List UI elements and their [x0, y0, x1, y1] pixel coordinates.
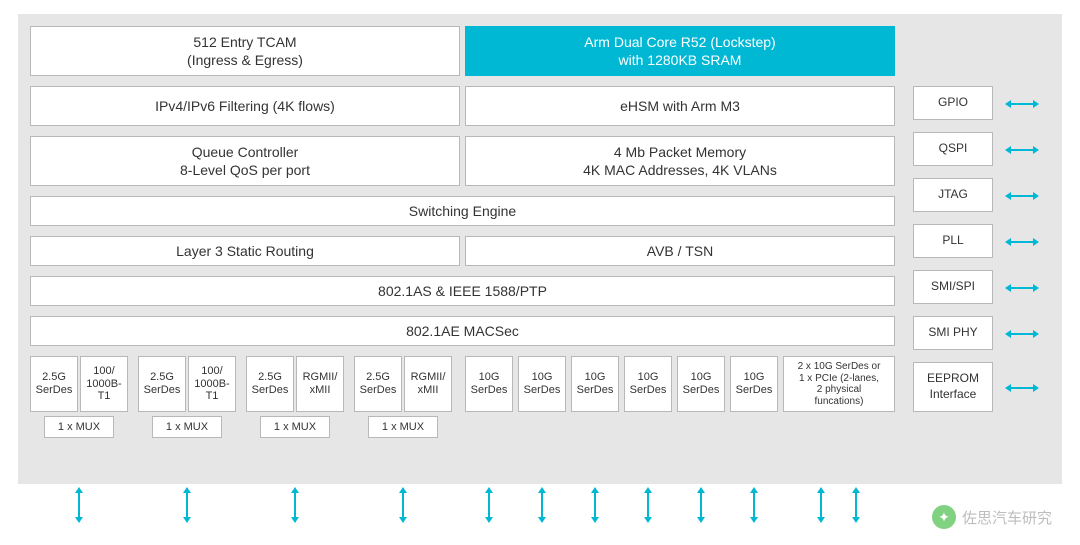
arrow-smiphy: [1010, 333, 1034, 335]
block-l3: Layer 3 Static Routing: [30, 236, 460, 266]
block-macsec: 802.1AE MACSec: [30, 316, 895, 346]
port-10: 10G SerDes: [730, 356, 778, 412]
qc-line1: Queue Controller: [192, 143, 299, 161]
ehsm-label: eHSM with Arm M3: [620, 97, 740, 115]
port-4a: 2.5G SerDes: [354, 356, 402, 412]
side-gpio: GPIO: [913, 86, 993, 120]
l3-label: Layer 3 Static Routing: [176, 242, 314, 260]
block-queue: Queue Controller 8-Level QoS per port: [30, 136, 460, 186]
port-4b: RGMII/ xMII: [404, 356, 452, 412]
tcam-line2: (Ingress & Egress): [187, 51, 303, 69]
block-tcam: 512 Entry TCAM (Ingress & Egress): [30, 26, 460, 76]
qc-line2: 8-Level QoS per port: [180, 161, 310, 179]
port-3b: RGMII/ xMII: [296, 356, 344, 412]
port-11: 2 x 10G SerDes or 1 x PCIe (2-lanes, 2 p…: [783, 356, 895, 412]
macsec-label: 802.1AE MACSec: [406, 322, 519, 340]
ptp-label: 802.1AS & IEEE 1588/PTP: [378, 282, 547, 300]
arrow-port-6: [541, 492, 543, 518]
arrow-port-5: [488, 492, 490, 518]
watermark: ✦ 佐思汽车研究: [932, 505, 1052, 529]
watermark-text: 佐思汽车研究: [962, 507, 1052, 528]
block-ptp: 802.1AS & IEEE 1588/PTP: [30, 276, 895, 306]
port-5: 10G SerDes: [465, 356, 513, 412]
port-2a: 2.5G SerDes: [138, 356, 186, 412]
avb-label: AVB / TSN: [647, 242, 713, 260]
arrow-jtag: [1010, 195, 1034, 197]
port-2b: 100/ 1000B- T1: [188, 356, 236, 412]
cpu-line1: Arm Dual Core R52 (Lockstep): [584, 33, 775, 51]
port-7: 10G SerDes: [571, 356, 619, 412]
port-1a: 2.5G SerDes: [30, 356, 78, 412]
block-ehsm: eHSM with Arm M3: [465, 86, 895, 126]
side-eeprom: EEPROM Interface: [913, 362, 993, 412]
arrow-port-7: [594, 492, 596, 518]
side-jtag: JTAG: [913, 178, 993, 212]
arrow-port-4: [402, 492, 404, 518]
mux-2: 1 x MUX: [152, 416, 222, 438]
port-3a: 2.5G SerDes: [246, 356, 294, 412]
arrow-port-8: [647, 492, 649, 518]
port-6: 10G SerDes: [518, 356, 566, 412]
mem-line1: 4 Mb Packet Memory: [614, 143, 746, 161]
block-mem: 4 Mb Packet Memory 4K MAC Addresses, 4K …: [465, 136, 895, 186]
port-1b: 100/ 1000B- T1: [80, 356, 128, 412]
side-qspi: QSPI: [913, 132, 993, 166]
arrow-port-2: [186, 492, 188, 518]
arrow-port-9: [700, 492, 702, 518]
port-9: 10G SerDes: [677, 356, 725, 412]
block-cpu: Arm Dual Core R52 (Lockstep) with 1280KB…: [465, 26, 895, 76]
arrow-pll: [1010, 241, 1034, 243]
switching-label: Switching Engine: [409, 202, 516, 220]
block-switching: Switching Engine: [30, 196, 895, 226]
arrow-port-3: [294, 492, 296, 518]
wechat-icon: ✦: [932, 505, 956, 529]
arrow-port-10: [753, 492, 755, 518]
arrow-qspi: [1010, 149, 1034, 151]
cpu-line2: with 1280KB SRAM: [619, 51, 742, 69]
arrow-smispi: [1010, 287, 1034, 289]
arrow-port-11b: [855, 492, 857, 518]
arrow-port-11a: [820, 492, 822, 518]
diagram-outer: 512 Entry TCAM (Ingress & Egress) Arm Du…: [18, 14, 1062, 484]
mux-1: 1 x MUX: [44, 416, 114, 438]
arrow-eeprom: [1010, 387, 1034, 389]
tcam-line1: 512 Entry TCAM: [193, 33, 296, 51]
arrow-gpio: [1010, 103, 1034, 105]
side-smispi: SMI/SPI: [913, 270, 993, 304]
block-avb: AVB / TSN: [465, 236, 895, 266]
side-pll: PLL: [913, 224, 993, 258]
block-filter: IPv4/IPv6 Filtering (4K flows): [30, 86, 460, 126]
port-8: 10G SerDes: [624, 356, 672, 412]
arrow-port-1: [78, 492, 80, 518]
side-smiphy: SMI PHY: [913, 316, 993, 350]
mux-3: 1 x MUX: [260, 416, 330, 438]
mux-4: 1 x MUX: [368, 416, 438, 438]
filter-label: IPv4/IPv6 Filtering (4K flows): [155, 97, 335, 115]
mem-line2: 4K MAC Addresses, 4K VLANs: [583, 161, 777, 179]
